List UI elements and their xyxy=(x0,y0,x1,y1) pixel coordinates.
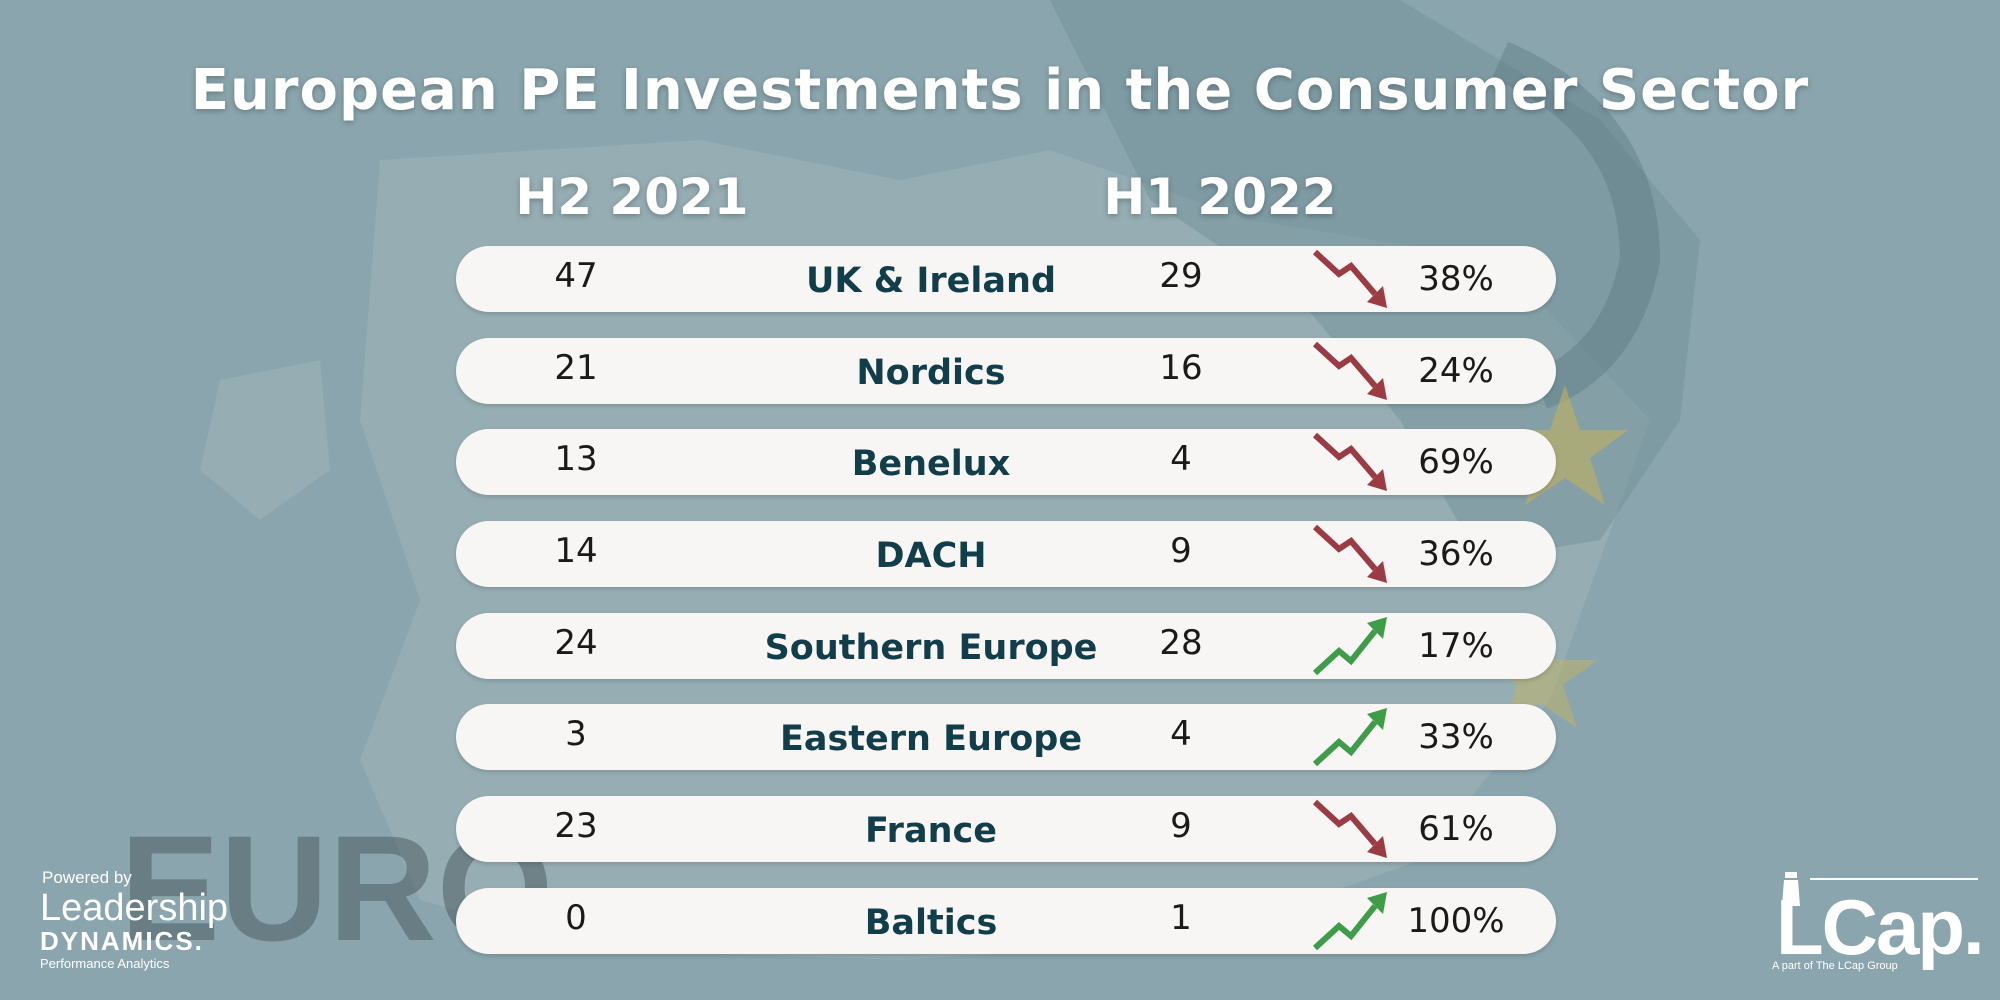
trend-up-line xyxy=(1312,903,1378,951)
data-table: 47 UK & Ireland 29 38% 21 Nordics 16 24%… xyxy=(456,246,1556,980)
value-h1-2022: 28 xyxy=(1159,622,1203,663)
region-label: DACH xyxy=(875,536,987,577)
trend-down-line xyxy=(1312,341,1378,388)
trend-down-line xyxy=(1312,799,1378,847)
value-h1-2022: 9 xyxy=(1170,531,1192,572)
value-h2-2021: 21 xyxy=(554,347,598,388)
trend-up-line xyxy=(1312,720,1378,767)
value-h1-2022: 4 xyxy=(1170,714,1192,755)
logo-name-2: DYNAMICS. xyxy=(40,926,204,956)
trend-down-icon xyxy=(1312,433,1387,492)
table-row: 21 Nordics 16 24% xyxy=(456,337,1556,404)
table-row: 0 Baltics 1 100% xyxy=(456,887,1556,954)
region-label: UK & Ireland xyxy=(805,261,1057,301)
value-h1-2022: 16 xyxy=(1159,347,1203,388)
table-row: 47 UK & Ireland 29 38% xyxy=(456,246,1556,312)
trend-down-line xyxy=(1312,433,1378,480)
column-header-h1-2022: H1 2022 xyxy=(1103,168,1337,226)
lighthouse-icon xyxy=(1782,872,1800,906)
value-h1-2022: 9 xyxy=(1170,806,1192,847)
region-label: Nordics xyxy=(856,352,1006,393)
change-percent: 17% xyxy=(1418,625,1494,666)
region-label: Baltics xyxy=(864,902,998,943)
region-label: France xyxy=(865,811,997,852)
logo-wordmark: LCap. xyxy=(1776,883,1985,971)
value-h1-2022: 4 xyxy=(1170,439,1192,480)
trend-down-arrowhead xyxy=(1367,469,1387,492)
change-percent: 61% xyxy=(1418,809,1494,850)
value-h2-2021: 14 xyxy=(554,531,598,572)
value-h1-2022: 29 xyxy=(1159,256,1203,296)
change-percent: 36% xyxy=(1418,534,1494,575)
region-label: Southern Europe xyxy=(764,627,1098,668)
change-percent: 69% xyxy=(1418,442,1494,483)
trend-down-icon xyxy=(1312,524,1387,584)
table-row: 23 France 9 61% xyxy=(456,796,1556,863)
trend-down-icon xyxy=(1312,799,1387,859)
trend-up-arrowhead xyxy=(1367,708,1387,731)
value-h2-2021: 0 xyxy=(565,897,587,938)
trend-down-arrowhead xyxy=(1367,561,1387,584)
logo-name: Leadership xyxy=(40,887,229,929)
trend-up-arrowhead xyxy=(1367,891,1387,914)
trend-down-icon xyxy=(1312,341,1387,400)
trend-up-icon xyxy=(1312,891,1387,951)
logo-tagline: A part of The LCap Group xyxy=(1772,960,1898,972)
region-label: Benelux xyxy=(851,444,1011,485)
trend-down-line xyxy=(1312,524,1378,572)
table-row: 24 Southern Europe 28 17% xyxy=(456,612,1556,679)
trend-up-icon xyxy=(1312,616,1387,675)
trend-up-icon xyxy=(1312,708,1387,767)
column-header-h2-2021: H2 2021 xyxy=(515,168,749,226)
table-row: 13 Benelux 4 69% xyxy=(456,429,1556,496)
chart-title: European PE Investments in the Consumer … xyxy=(190,58,1810,123)
trend-down-arrowhead xyxy=(1367,286,1387,308)
change-percent: 24% xyxy=(1418,350,1494,391)
change-percent: 38% xyxy=(1418,259,1494,299)
trend-down-arrowhead xyxy=(1367,836,1387,859)
trend-up-line xyxy=(1312,628,1378,675)
value-h2-2021: 47 xyxy=(554,256,598,296)
change-percent: 33% xyxy=(1418,717,1494,758)
region-label: Eastern Europe xyxy=(779,719,1083,760)
trend-down-line xyxy=(1312,249,1378,296)
trend-down-icon xyxy=(1312,249,1387,308)
trend-up-arrowhead xyxy=(1367,616,1387,639)
powered-by-text: Powered by xyxy=(42,868,132,887)
table-row: 3 Eastern Europe 4 33% xyxy=(456,704,1556,771)
change-percent: 100% xyxy=(1407,900,1505,941)
table-row: 14 DACH 9 36% xyxy=(456,521,1556,588)
value-h2-2021: 24 xyxy=(554,622,598,663)
logo-tagline: Performance Analytics xyxy=(40,956,170,971)
lcap-logo: LCap. A part of The LCap Group xyxy=(1770,868,1985,978)
logo-rule xyxy=(1810,878,1978,880)
value-h1-2022: 1 xyxy=(1170,897,1192,938)
value-h2-2021: 23 xyxy=(554,806,598,847)
value-h2-2021: 13 xyxy=(554,439,598,480)
leadership-dynamics-logo: Powered by Leadership DYNAMICS. Performa… xyxy=(40,868,228,971)
trend-down-arrowhead xyxy=(1367,377,1387,400)
value-h2-2021: 3 xyxy=(565,714,587,755)
